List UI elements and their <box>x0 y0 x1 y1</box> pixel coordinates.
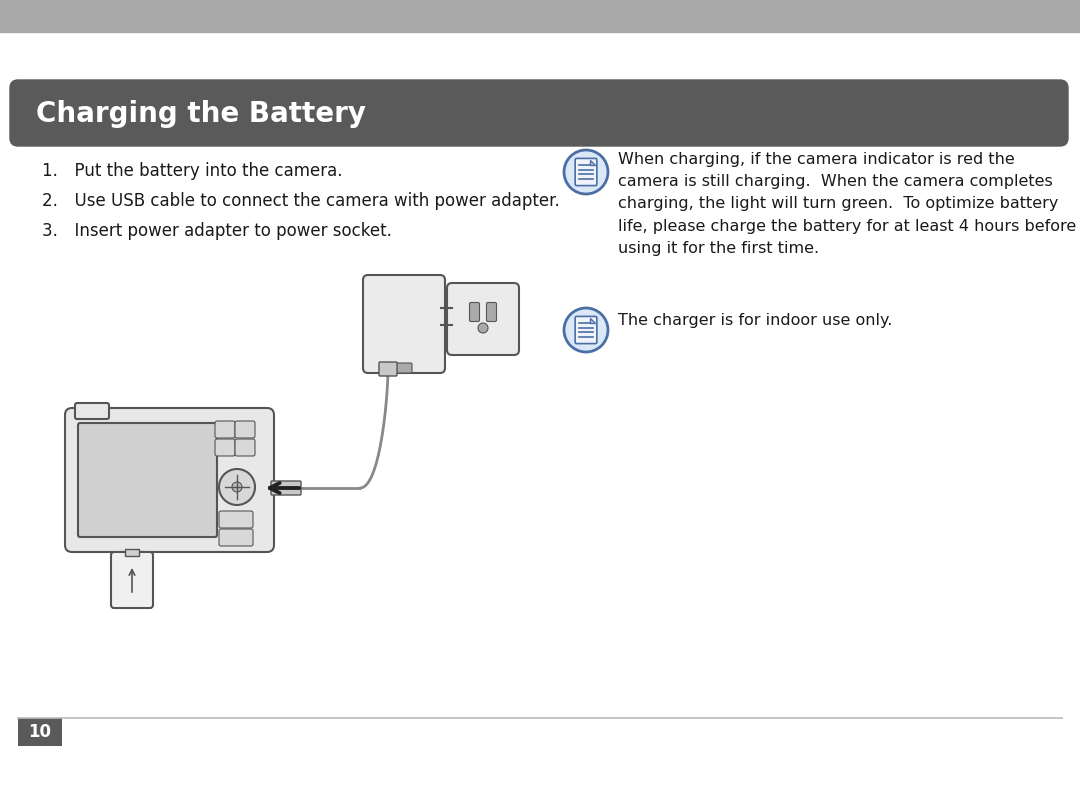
FancyBboxPatch shape <box>235 439 255 456</box>
FancyBboxPatch shape <box>486 302 497 322</box>
Circle shape <box>219 469 255 505</box>
Text: When charging, if the camera indicator is red the
camera is still charging.  Whe: When charging, if the camera indicator i… <box>618 152 1077 256</box>
FancyBboxPatch shape <box>219 511 253 528</box>
Text: The charger is for indoor use only.: The charger is for indoor use only. <box>618 312 892 327</box>
FancyBboxPatch shape <box>470 302 480 322</box>
FancyBboxPatch shape <box>235 421 255 438</box>
Polygon shape <box>590 318 595 323</box>
FancyBboxPatch shape <box>363 275 445 373</box>
FancyBboxPatch shape <box>65 408 274 552</box>
Text: 2. Use USB cable to connect the camera with power adapter.: 2. Use USB cable to connect the camera w… <box>42 192 559 210</box>
FancyBboxPatch shape <box>10 80 1068 146</box>
Circle shape <box>564 308 608 352</box>
FancyBboxPatch shape <box>215 421 235 438</box>
Circle shape <box>564 150 608 194</box>
Bar <box>125 549 139 556</box>
Text: Charging the Battery: Charging the Battery <box>36 100 366 128</box>
FancyBboxPatch shape <box>215 439 235 456</box>
Bar <box>0 0 1080 32</box>
Circle shape <box>478 323 488 333</box>
FancyBboxPatch shape <box>111 552 153 608</box>
Bar <box>18 718 62 746</box>
FancyBboxPatch shape <box>78 423 217 537</box>
Text: 3. Insert power adapter to power socket.: 3. Insert power adapter to power socket. <box>42 222 392 240</box>
Text: 1. Put the battery into the camera.: 1. Put the battery into the camera. <box>42 162 342 180</box>
FancyBboxPatch shape <box>447 283 519 355</box>
FancyBboxPatch shape <box>379 362 397 376</box>
FancyBboxPatch shape <box>576 159 597 185</box>
FancyBboxPatch shape <box>576 316 597 344</box>
FancyBboxPatch shape <box>396 363 411 373</box>
FancyBboxPatch shape <box>271 481 301 495</box>
FancyBboxPatch shape <box>219 529 253 546</box>
FancyBboxPatch shape <box>75 403 109 419</box>
Text: 10: 10 <box>28 723 52 741</box>
Polygon shape <box>590 160 595 165</box>
Circle shape <box>232 482 242 492</box>
